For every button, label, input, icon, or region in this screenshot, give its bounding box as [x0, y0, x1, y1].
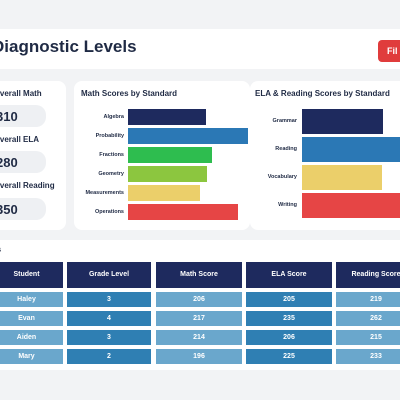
table-cell: 262	[336, 311, 400, 326]
filter-button[interactable]: Fil	[378, 40, 400, 62]
avg-math-value: 310	[0, 109, 18, 124]
table-cell: 2	[67, 349, 151, 364]
ela-bar[interactable]	[302, 109, 383, 134]
table-cell: 196	[156, 349, 242, 364]
ela-bar[interactable]	[302, 165, 382, 190]
ela-chart-title: ELA & Reading Scores by Standard	[255, 89, 390, 98]
column-header[interactable]: ELA Score	[246, 262, 332, 288]
table-cell: 225	[246, 349, 332, 364]
column-header[interactable]: Student	[0, 262, 63, 288]
table-cell: 217	[156, 311, 242, 326]
avg-ela-box: 280	[0, 151, 46, 173]
ela-bar[interactable]	[302, 137, 400, 162]
table-cell: Mary	[0, 349, 63, 364]
table-cell: 235	[246, 311, 332, 326]
math-chart-title: Math Scores by Standard	[81, 89, 178, 98]
header-bar: Diagnostic Levels	[0, 29, 400, 69]
page-title: Diagnostic Levels	[0, 37, 137, 56]
math-bar[interactable]	[128, 109, 206, 125]
ela-category-label: Writing	[278, 202, 297, 208]
avg-math-label: e Overall Math	[0, 89, 42, 98]
math-bar[interactable]	[128, 128, 248, 144]
ela-chart-panel: ELA & Reading Scores by Standard Grammar…	[250, 81, 400, 230]
math-bar[interactable]	[128, 166, 208, 182]
avg-math-box: 310	[0, 105, 46, 127]
table-cell: 215	[336, 330, 400, 345]
math-category-label: Probability	[95, 133, 124, 139]
column-header[interactable]: Grade Level	[67, 262, 151, 288]
ela-category-label: Reading	[275, 146, 297, 152]
table-cell: 206	[156, 292, 242, 307]
avg-reading-label: e Overall Reading	[0, 181, 55, 190]
ela-category-label: Vocabulary	[267, 174, 297, 180]
math-category-label: Fractions	[99, 152, 124, 158]
table-cell: Evan	[0, 311, 63, 326]
table-cell: Aiden	[0, 330, 63, 345]
math-chart-panel: Math Scores by Standard Algebra Probabili…	[74, 81, 250, 230]
avg-ela-label: e Overall ELA	[0, 135, 40, 144]
table-section-title: ts	[0, 245, 1, 254]
avg-reading-box: 350	[0, 198, 46, 220]
math-bar[interactable]	[128, 185, 200, 201]
averages-panel: e Overall Math 310 e Overall ELA 280 e O…	[0, 81, 66, 230]
ela-category-label: Grammar	[272, 118, 297, 124]
math-category-label: Measurements	[85, 190, 124, 196]
avg-ela-value: 280	[0, 155, 18, 170]
math-bar[interactable]	[128, 204, 239, 220]
math-bar[interactable]	[128, 147, 212, 163]
table-cell: 214	[156, 330, 242, 345]
table-cell: Haley	[0, 292, 63, 307]
table-cell: 206	[246, 330, 332, 345]
math-category-label: Operations	[94, 209, 124, 215]
table-cell: 205	[246, 292, 332, 307]
table-cell: 3	[67, 292, 151, 307]
column-header[interactable]: Math Score	[156, 262, 242, 288]
math-category-label: Algebra	[103, 114, 124, 120]
avg-reading-value: 350	[0, 202, 18, 217]
column-header[interactable]: Reading Score	[336, 262, 400, 288]
math-category-label: Geometry	[98, 171, 124, 177]
table-cell: 233	[336, 349, 400, 364]
table-cell: 219	[336, 292, 400, 307]
ela-bar[interactable]	[302, 193, 400, 218]
table-cell: 4	[67, 311, 151, 326]
table-cell: 3	[67, 330, 151, 345]
